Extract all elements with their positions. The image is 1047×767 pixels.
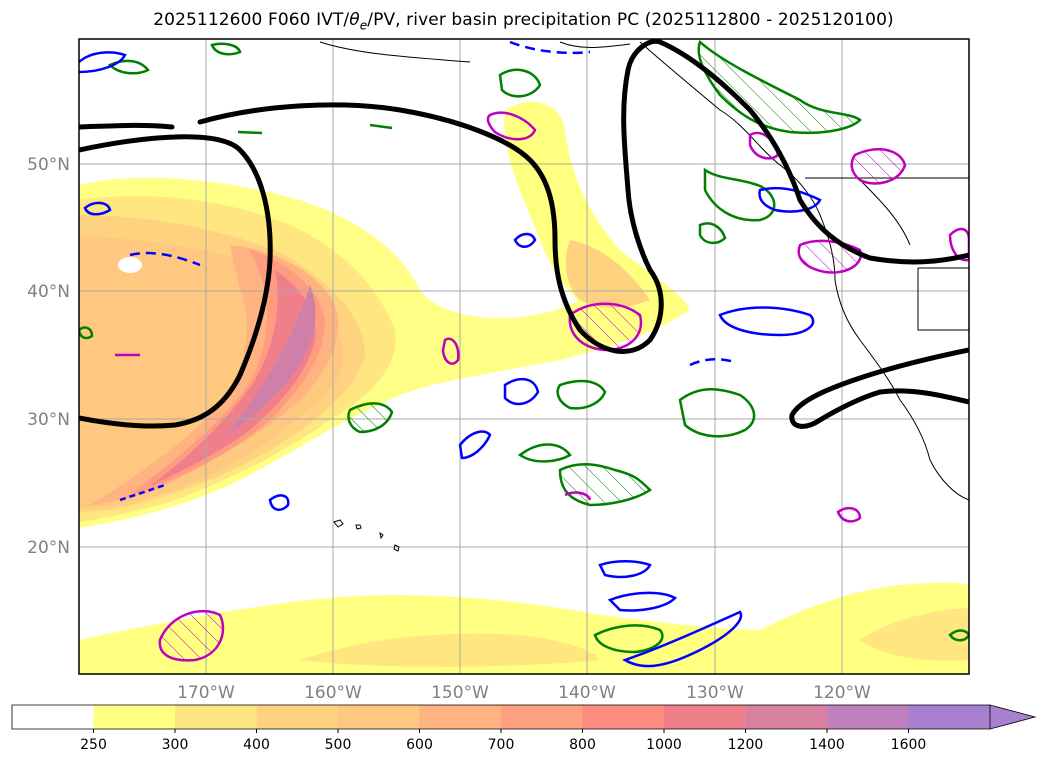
blue-contour-dashed [129, 40, 736, 367]
green-contour-c [517, 443, 572, 463]
colorbar-segment-4 [338, 705, 420, 729]
lon-label-170w: 170°W [177, 683, 235, 703]
colorbar-label-600: 600 [406, 737, 433, 753]
colorbar-label-400: 400 [243, 737, 270, 753]
title-forecast-hour: F060 [267, 10, 311, 30]
ivt-250-south [79, 582, 969, 674]
pv-contours [79, 39, 969, 429]
pv-contour-1 [79, 122, 175, 130]
green-contours [79, 39, 969, 654]
ivt-cutout [118, 257, 142, 273]
colorbar-segment-5 [419, 705, 502, 729]
title-fields-suffix: /PV, river basin precipitation PC (20251… [367, 10, 894, 30]
colorbar-label-1400: 1400 [809, 737, 845, 753]
colorbar-segment-8 [664, 705, 746, 729]
colorbar-label-250: 250 [80, 737, 107, 753]
green-contour-d [948, 629, 969, 642]
blue-contour-c [458, 430, 492, 460]
blue-contour-nw [79, 51, 127, 74]
hawaii-islands [333, 519, 400, 552]
title-fields-prefix: IVT/ [316, 10, 350, 30]
lon-label-160w: 160°W [304, 683, 362, 703]
blue-contour-b [718, 306, 815, 337]
map-frame [78, 38, 970, 675]
figure-title: 2025112600 F060 IVT/θe/PV, river basin p… [0, 10, 1047, 32]
pv-contour-2 [79, 134, 273, 429]
colorbar-label-500: 500 [325, 737, 352, 753]
green-contour-b [593, 624, 664, 654]
pv-contour-3 [197, 39, 969, 354]
lon-label-140w: 140°W [558, 683, 616, 703]
colorbar: 250 300 400 500 600 700 800 1000 1200 1400 1600 [11, 704, 1037, 753]
magenta-contour-c [486, 111, 537, 141]
blue-contours [79, 40, 822, 668]
green-contour-dashes [237, 123, 393, 135]
lon-label-150w: 150°W [431, 683, 489, 703]
ivt-700-plume [125, 250, 325, 498]
blue-contour-d [607, 591, 678, 612]
blue-contour-i [513, 232, 537, 248]
green-contour-n1 [498, 68, 542, 98]
magenta-contour-b [158, 609, 225, 662]
colorbar-segment-6 [501, 705, 583, 729]
magenta-contour-h [836, 506, 862, 523]
blue-contour-j [503, 377, 540, 406]
blue-contour-g [268, 494, 290, 511]
blue-contour-h [758, 186, 822, 213]
title-theta: θ [349, 10, 360, 30]
lat-label-50: 50°N [27, 155, 70, 175]
ivt-300-southeast [860, 608, 969, 661]
colorbar-segment-1 [93, 705, 176, 729]
ivt-shading [79, 101, 969, 674]
green-contour-west [79, 326, 94, 340]
title-init-time: 2025112600 [153, 10, 263, 30]
lat-label-20: 20°N [27, 538, 70, 558]
graticule [79, 39, 969, 674]
colorbar-label-1600: 1600 [891, 737, 927, 753]
blue-contour-f [598, 560, 652, 579]
green-contour-n2 [698, 222, 727, 245]
green-contour-gulf-alaska [697, 39, 862, 135]
green-contour-center [347, 402, 394, 434]
lon-axis-labels: 170°W 160°W 150°W 140°W 130°W 120°W [177, 683, 871, 703]
colorbar-label-1000: 1000 [646, 737, 682, 753]
blue-contour-a [83, 201, 112, 216]
ivt-1200-plume [225, 285, 316, 438]
green-contour-a [556, 379, 607, 410]
magenta-contour-i [948, 227, 969, 262]
lon-label-120w: 120°W [813, 683, 871, 703]
blue-contour-e [622, 610, 743, 668]
pv-contour-4 [789, 347, 969, 429]
colorbar-segment-3 [256, 705, 339, 729]
lat-axis-labels: 20°N 30°N 40°N 50°N [27, 155, 70, 558]
colorbar-segment-7 [582, 705, 665, 729]
colorbar-segment-2 [175, 705, 257, 729]
colorbar-segment-10 [827, 705, 909, 729]
colorbar-segment-0 [12, 705, 94, 729]
green-contour-n3 [107, 59, 150, 75]
colorbar-label-800: 800 [569, 737, 596, 753]
colorbar-label-300: 300 [162, 737, 189, 753]
coastline-north-america [639, 41, 969, 501]
colorbar-segment-11 [908, 705, 991, 729]
lat-label-40: 40°N [27, 282, 70, 302]
lat-label-30: 30°N [27, 410, 70, 430]
coastline-alaska [319, 41, 631, 63]
colorbar-segment-9 [745, 705, 828, 729]
green-contour-n4 [210, 42, 242, 56]
ivt-250-arm [504, 101, 690, 322]
lon-label-130w: 130°W [686, 683, 744, 703]
title-theta-sub: e [359, 18, 368, 33]
ivt-300-south [300, 633, 600, 667]
colorbar-extend-arrow [989, 704, 1037, 730]
magenta-contour-dashes [115, 353, 592, 501]
green-contour-ne [678, 388, 756, 438]
magenta-contour-d [850, 148, 907, 185]
colorbar-label-1200: 1200 [728, 737, 764, 753]
blue-contour-dotted [119, 483, 166, 502]
magenta-contour-f [441, 337, 460, 365]
green-contour-mid [558, 463, 652, 507]
colorbar-label-700: 700 [488, 737, 515, 753]
